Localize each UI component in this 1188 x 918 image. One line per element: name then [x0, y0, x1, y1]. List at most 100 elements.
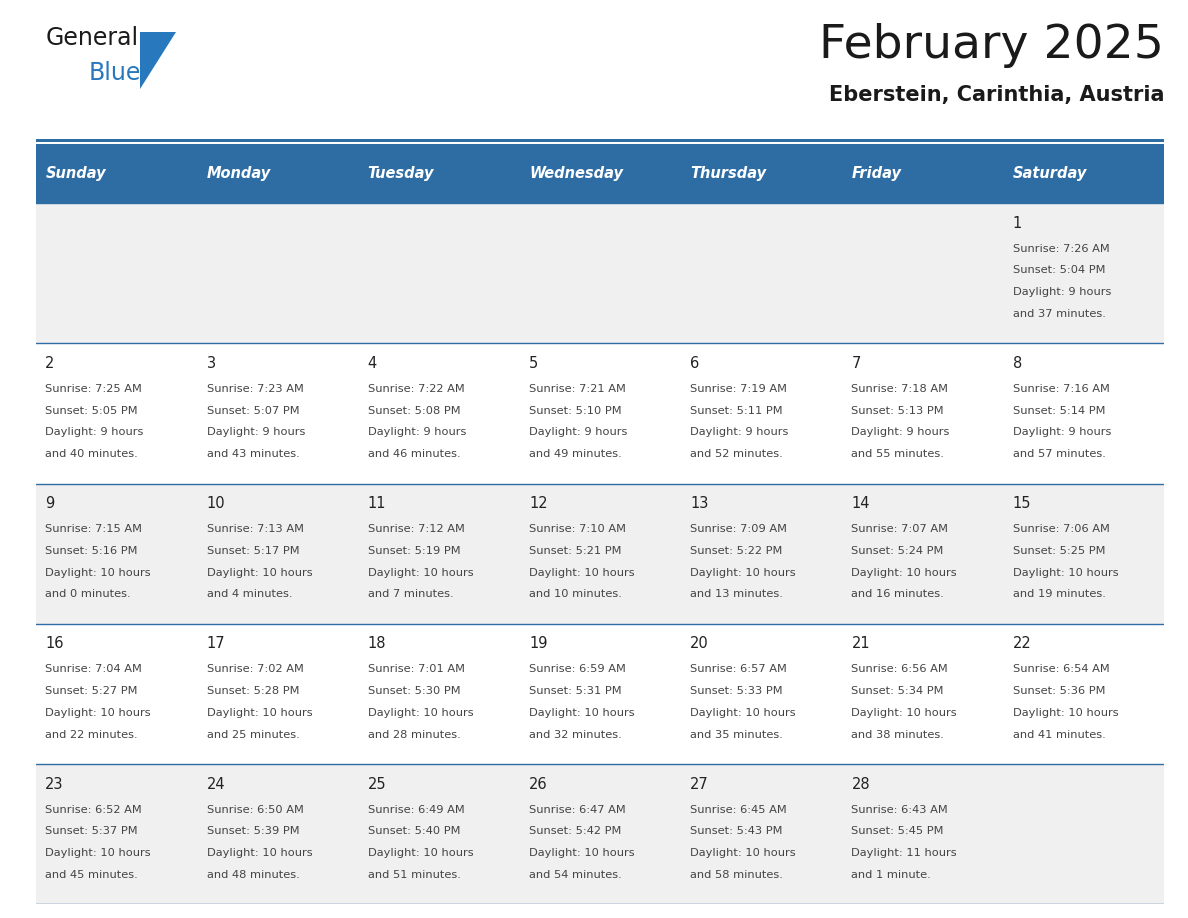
Bar — [519, 144, 681, 203]
Text: 26: 26 — [529, 777, 548, 791]
Text: Sunset: 5:13 PM: Sunset: 5:13 PM — [852, 406, 944, 416]
Text: Daylight: 10 hours: Daylight: 10 hours — [45, 567, 151, 577]
Text: 1: 1 — [1012, 216, 1022, 230]
Text: 20: 20 — [690, 636, 709, 652]
Text: 27: 27 — [690, 777, 709, 791]
Text: Daylight: 10 hours: Daylight: 10 hours — [1012, 567, 1118, 577]
Text: Sunset: 5:22 PM: Sunset: 5:22 PM — [690, 546, 783, 556]
Text: and 57 minutes.: and 57 minutes. — [1012, 449, 1106, 459]
Text: 8: 8 — [1012, 356, 1022, 371]
Text: Sunset: 5:25 PM: Sunset: 5:25 PM — [1012, 546, 1105, 556]
Text: Sunrise: 6:47 AM: Sunrise: 6:47 AM — [529, 805, 626, 814]
Text: Sunrise: 7:22 AM: Sunrise: 7:22 AM — [368, 384, 465, 394]
Text: Sunset: 5:36 PM: Sunset: 5:36 PM — [1012, 686, 1105, 696]
Text: Daylight: 10 hours: Daylight: 10 hours — [207, 848, 312, 858]
Text: and 22 minutes.: and 22 minutes. — [45, 730, 138, 740]
Text: Sunrise: 6:43 AM: Sunrise: 6:43 AM — [852, 805, 948, 814]
Text: Sunset: 5:08 PM: Sunset: 5:08 PM — [368, 406, 461, 416]
Text: Sunrise: 7:25 AM: Sunrise: 7:25 AM — [45, 384, 143, 394]
Text: Sunrise: 7:07 AM: Sunrise: 7:07 AM — [852, 524, 948, 534]
Text: Sunset: 5:24 PM: Sunset: 5:24 PM — [852, 546, 943, 556]
Text: Sunrise: 7:10 AM: Sunrise: 7:10 AM — [529, 524, 626, 534]
Text: 22: 22 — [1012, 636, 1031, 652]
Text: and 37 minutes.: and 37 minutes. — [1012, 309, 1106, 319]
Text: Daylight: 10 hours: Daylight: 10 hours — [368, 567, 473, 577]
Text: 23: 23 — [45, 777, 64, 791]
Text: Sunset: 5:04 PM: Sunset: 5:04 PM — [1012, 265, 1105, 275]
Text: and 45 minutes.: and 45 minutes. — [45, 870, 138, 879]
Text: Sunset: 5:33 PM: Sunset: 5:33 PM — [690, 686, 783, 696]
Text: Daylight: 9 hours: Daylight: 9 hours — [1012, 287, 1111, 297]
Text: Daylight: 10 hours: Daylight: 10 hours — [852, 708, 958, 718]
Text: Friday: Friday — [852, 166, 902, 181]
Bar — [36, 764, 1164, 904]
Text: Sunrise: 6:54 AM: Sunrise: 6:54 AM — [1012, 665, 1110, 675]
Text: and 54 minutes.: and 54 minutes. — [529, 870, 621, 879]
Text: Daylight: 9 hours: Daylight: 9 hours — [690, 428, 789, 437]
Text: Sunrise: 7:12 AM: Sunrise: 7:12 AM — [368, 524, 465, 534]
Text: Sunrise: 7:18 AM: Sunrise: 7:18 AM — [852, 384, 948, 394]
Text: and 19 minutes.: and 19 minutes. — [1012, 589, 1106, 599]
Text: Sunrise: 7:26 AM: Sunrise: 7:26 AM — [1012, 243, 1110, 253]
Text: Sunset: 5:27 PM: Sunset: 5:27 PM — [45, 686, 138, 696]
Text: Daylight: 10 hours: Daylight: 10 hours — [690, 567, 796, 577]
Text: 7: 7 — [852, 356, 861, 371]
Text: Daylight: 10 hours: Daylight: 10 hours — [207, 567, 312, 577]
Text: 3: 3 — [207, 356, 216, 371]
Text: Sunrise: 6:56 AM: Sunrise: 6:56 AM — [852, 665, 948, 675]
Text: Blue: Blue — [89, 62, 141, 85]
Text: 5: 5 — [529, 356, 538, 371]
Text: Sunrise: 7:15 AM: Sunrise: 7:15 AM — [45, 524, 143, 534]
Bar — [36, 623, 1164, 764]
Text: and 40 minutes.: and 40 minutes. — [45, 449, 138, 459]
Text: 10: 10 — [207, 496, 226, 511]
Text: Daylight: 10 hours: Daylight: 10 hours — [45, 708, 151, 718]
Text: Daylight: 10 hours: Daylight: 10 hours — [690, 848, 796, 858]
Bar — [36, 484, 1164, 623]
Text: and 1 minute.: and 1 minute. — [852, 870, 931, 879]
Text: and 35 minutes.: and 35 minutes. — [690, 730, 783, 740]
Text: 15: 15 — [1012, 496, 1031, 511]
Text: Eberstein, Carinthia, Austria: Eberstein, Carinthia, Austria — [829, 84, 1164, 105]
Text: Daylight: 9 hours: Daylight: 9 hours — [529, 428, 627, 437]
Text: Sunrise: 7:23 AM: Sunrise: 7:23 AM — [207, 384, 303, 394]
Text: and 16 minutes.: and 16 minutes. — [852, 589, 944, 599]
Text: Sunset: 5:37 PM: Sunset: 5:37 PM — [45, 826, 138, 836]
Text: 28: 28 — [852, 777, 870, 791]
Polygon shape — [140, 32, 176, 89]
Text: Saturday: Saturday — [1012, 166, 1087, 181]
Text: and 49 minutes.: and 49 minutes. — [529, 449, 621, 459]
Text: and 32 minutes.: and 32 minutes. — [529, 730, 621, 740]
Text: Sunset: 5:05 PM: Sunset: 5:05 PM — [45, 406, 138, 416]
Text: and 46 minutes.: and 46 minutes. — [368, 449, 461, 459]
Bar — [197, 144, 358, 203]
Text: and 52 minutes.: and 52 minutes. — [690, 449, 783, 459]
Text: Daylight: 10 hours: Daylight: 10 hours — [1012, 708, 1118, 718]
Text: 9: 9 — [45, 496, 55, 511]
Text: Sunrise: 6:52 AM: Sunrise: 6:52 AM — [45, 805, 143, 814]
Text: 16: 16 — [45, 636, 64, 652]
Text: and 58 minutes.: and 58 minutes. — [690, 870, 783, 879]
Text: Sunset: 5:11 PM: Sunset: 5:11 PM — [690, 406, 783, 416]
Text: Sunrise: 7:06 AM: Sunrise: 7:06 AM — [1012, 524, 1110, 534]
Bar — [36, 343, 1164, 484]
Text: Sunset: 5:43 PM: Sunset: 5:43 PM — [690, 826, 783, 836]
Text: 25: 25 — [368, 777, 386, 791]
Text: February 2025: February 2025 — [820, 23, 1164, 68]
Text: Sunset: 5:45 PM: Sunset: 5:45 PM — [852, 826, 944, 836]
Text: Wednesday: Wednesday — [529, 166, 623, 181]
Text: Sunset: 5:30 PM: Sunset: 5:30 PM — [368, 686, 461, 696]
Text: General: General — [45, 26, 138, 50]
Text: Daylight: 10 hours: Daylight: 10 hours — [368, 708, 473, 718]
Text: Sunset: 5:31 PM: Sunset: 5:31 PM — [529, 686, 621, 696]
Text: Daylight: 10 hours: Daylight: 10 hours — [852, 567, 958, 577]
Text: 12: 12 — [529, 496, 548, 511]
Text: Sunrise: 7:01 AM: Sunrise: 7:01 AM — [368, 665, 465, 675]
Text: and 7 minutes.: and 7 minutes. — [368, 589, 454, 599]
Bar — [1003, 144, 1164, 203]
Text: Sunrise: 7:13 AM: Sunrise: 7:13 AM — [207, 524, 304, 534]
Text: Sunrise: 7:09 AM: Sunrise: 7:09 AM — [690, 524, 788, 534]
Bar — [36, 203, 1164, 343]
Text: 21: 21 — [852, 636, 870, 652]
Bar — [842, 144, 1003, 203]
